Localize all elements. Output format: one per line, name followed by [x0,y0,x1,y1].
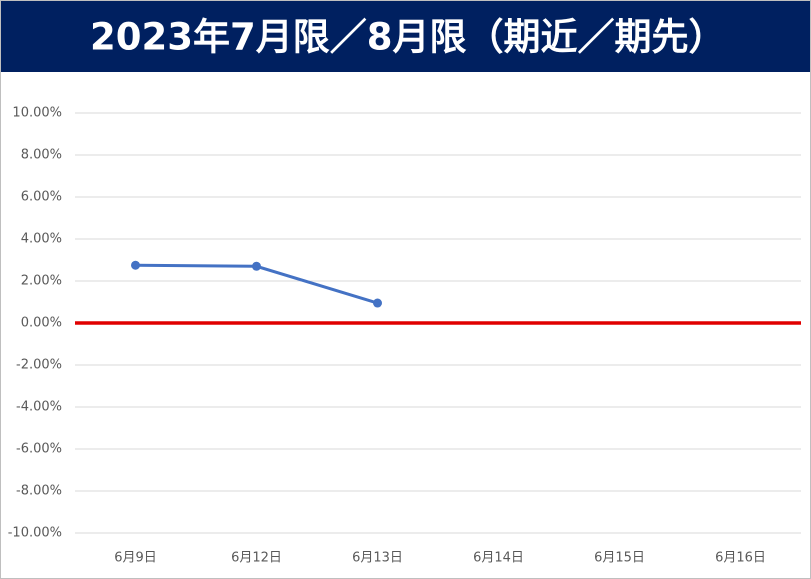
x-tick-label: 6月15日 [594,551,645,566]
y-tick-label: -4.00% [16,400,62,415]
x-tick-label: 6月9日 [114,551,157,566]
y-tick-label: -8.00% [16,484,62,499]
y-tick-label: 2.00% [21,274,62,289]
title-banner [1,1,810,72]
x-tick-label: 6月14日 [473,551,524,566]
data-point [252,261,261,271]
y-tick-label: -10.00% [8,526,62,541]
y-tick-label: 10.00% [12,106,62,121]
x-tick-label: 6月16日 [715,551,766,566]
data-point [373,298,382,308]
y-tick-label: 6.00% [21,190,62,205]
y-tick-label: -2.00% [16,358,62,373]
data-point [131,260,140,270]
y-tick-label: -6.00% [16,442,62,457]
y-tick-label: 4.00% [21,232,62,247]
chart-title: 2023年7月限／8月限（期近／期先） [90,16,725,59]
x-tick-label: 6月13日 [352,551,403,566]
y-tick-label: 8.00% [21,148,62,163]
y-tick-label: 0.00% [21,316,62,331]
x-tick-label: 6月12日 [231,551,282,566]
